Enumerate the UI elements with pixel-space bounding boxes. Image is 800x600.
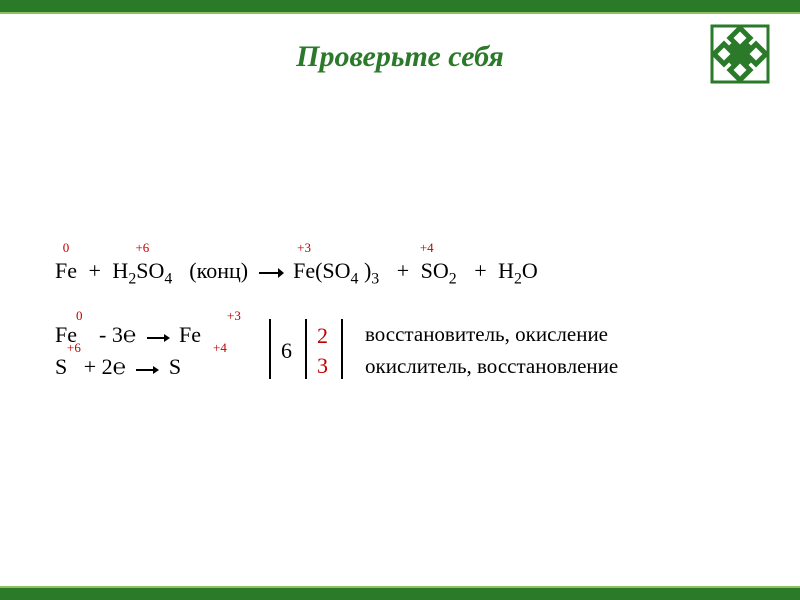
bracket-line <box>341 319 343 379</box>
ox-state: +3 <box>297 239 311 258</box>
bracket-line <box>269 319 271 379</box>
charge: +4 <box>213 339 227 358</box>
lcm-value: 6 <box>281 335 292 367</box>
bottom-border <box>0 586 800 600</box>
half-reactions: Fe0 - 3℮ Fe+3 S+6 + 2℮ S+4 6 2 3 восстан… <box>55 319 755 389</box>
species: S <box>55 354 67 379</box>
coefficient: 2 <box>317 320 328 352</box>
top-border <box>0 0 800 14</box>
arrow-icon <box>258 257 284 289</box>
ox-state: 0 <box>63 239 70 258</box>
conc-note: (конц) <box>189 258 248 283</box>
half-reaction-row: Fe0 - 3℮ Fe+3 <box>55 319 265 351</box>
ox-state: +4 <box>420 239 434 258</box>
ox-state: +6 <box>135 239 149 258</box>
charge: +6 <box>67 339 81 358</box>
coefficient: 3 <box>317 350 328 382</box>
species: S <box>169 354 181 379</box>
page-title: Проверьте себя <box>0 40 800 74</box>
arrow-icon <box>146 321 170 353</box>
half-reactions-left: Fe0 - 3℮ Fe+3 S+6 + 2℮ S+4 <box>55 319 265 383</box>
electrons: + 2℮ <box>84 354 126 379</box>
label-reduction: окислитель, восстановление <box>365 351 618 383</box>
reactant-fe: 0Fe <box>55 255 77 287</box>
arrow-icon <box>135 353 159 385</box>
species: Fe <box>179 322 201 347</box>
product-so2: S+4O2 <box>421 255 457 291</box>
charge: 0 <box>76 307 83 326</box>
product-h2o: H2O <box>498 255 538 291</box>
balance-bracket: 6 2 3 <box>269 317 355 381</box>
label-oxidation: восстановитель, окисление <box>365 319 618 351</box>
reactant-h2so4: H2S+6O4 <box>112 255 172 291</box>
chemistry-content: 0Fe + H2S+6O4 (конц) Fe+3(SO4 )3 + S+4O2… <box>55 255 755 389</box>
product-fe2so43: Fe+3(SO4 )3 <box>293 255 379 291</box>
charge: +3 <box>227 307 241 326</box>
electrons: - 3℮ <box>99 322 136 347</box>
bracket-line <box>305 319 307 379</box>
redox-labels: восстановитель, окисление окислитель, во… <box>365 319 618 383</box>
half-reaction-row: S+6 + 2℮ S+4 <box>55 351 265 383</box>
main-equation: 0Fe + H2S+6O4 (конц) Fe+3(SO4 )3 + S+4O2… <box>55 255 755 301</box>
